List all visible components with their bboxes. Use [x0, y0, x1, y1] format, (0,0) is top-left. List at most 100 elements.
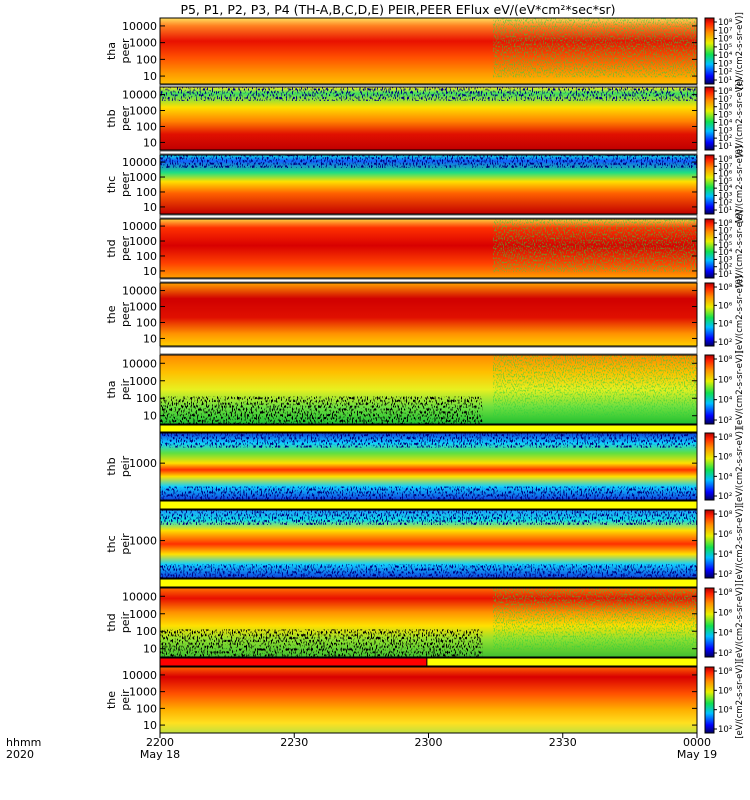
y-tick-label-tha_peer: 10000 [122, 20, 157, 33]
y-tick-label-tha_peer: 100 [136, 53, 157, 66]
panel-label-inst-the_peer: peer [119, 302, 132, 328]
colorbar-tick-label-thb_peir: 10⁸ [718, 433, 733, 443]
y-tick-label-the_peer: 100 [136, 316, 157, 329]
x-tick-date: May 19 [677, 748, 717, 761]
colorbar-tick-label-the_peir: 10⁶ [718, 686, 733, 696]
colorbar-tick-label-thd_peer: 10² [718, 263, 732, 273]
colorbar-tick-label-tha_peir: 10² [718, 416, 732, 426]
panel-label-inst-the_peir: peir [119, 689, 132, 711]
texture-top-thc_peir [160, 510, 697, 525]
y-tick-label-tha_peir: 10 [143, 410, 157, 423]
texture-top-thc_peer [160, 155, 697, 168]
colorbar-scale-thc_peer [704, 154, 715, 215]
frame-thd_peer [159, 218, 698, 279]
y-tick-label-thb_peer: 1000 [129, 105, 157, 118]
colorbar-thd_peir: 10⁸ 10⁶ 10⁴ 10² [eV/(cm2-s-sr-eV)] [704, 584, 745, 662]
y-tick-label-tha_peir: 1000 [129, 375, 157, 388]
colorbar-tick-label-thd_peir: 10⁴ [718, 629, 733, 639]
panel-label-inst-tha_peer: peer [119, 38, 132, 64]
colorbar-tick-label-tha_peer: 10² [718, 68, 732, 78]
colorbar-tick-label-thb_peer: 10⁶ [718, 103, 733, 113]
panel-tha_peir: 10000 1000 100 10 tha peir [105, 354, 698, 425]
colorbar-label-thd_peir: [eV/(cm2-s-sr-eV)] [735, 584, 745, 662]
y-tick-label-tha_peir: 100 [136, 392, 157, 405]
colorbar-tick-label-the_peir: 10⁴ [718, 706, 733, 716]
colorbar-tick-label-tha_peir: 10⁸ [718, 355, 733, 365]
panel-label-inst-thc_peir: peir [119, 533, 132, 555]
colorbar-scale-thb_peer [704, 86, 715, 151]
x-tick-label: 2230 [280, 736, 308, 749]
panel-label-probe-thb_peer: thb [105, 109, 118, 127]
panel-label-inst-thb_peir: peir [119, 455, 132, 477]
colorbar-tick-label-thb_peir: 10⁴ [718, 472, 733, 482]
y-tick-label-thc_peer: 10000 [122, 156, 157, 169]
colorbar-tick-label-tha_peir: 10⁴ [718, 396, 733, 406]
frame-tha_peir [159, 354, 698, 425]
colorbar-tick-label-thd_peir: 10² [718, 649, 732, 659]
colorbar-the_peer: 10⁸ 10⁶ 10⁴ 10² [eV/(cm2-s-sr-eV)] [704, 276, 745, 353]
colorbar-tick-label-tha_peer: 10⁴ [718, 51, 733, 61]
figure-title: P5, P1, P2, P3, P4 (TH-A,B,C,D,E) PEIR,P… [180, 2, 615, 17]
x-tick-label: 2330 [549, 736, 577, 749]
y-tick-label-thd_peir: 10000 [122, 590, 157, 603]
texture-late-tha_peir [492, 355, 697, 418]
y-tick-label-thb_peer: 10 [143, 136, 157, 149]
frame-tha_peer [159, 17, 698, 85]
colorbar-label-tha_peer: [eV/(cm2-s-sr-eV)] [735, 12, 745, 90]
colorbar-tick-label-thb_peer: 10⁵ [718, 111, 732, 121]
texture-bottom-thc_peir [160, 564, 697, 578]
colorbar-tick-label-thc_peir: 10² [718, 570, 732, 580]
quality-bar-the_peer [159, 346, 698, 355]
colorbar-tick-label-tha_peer: 10³ [718, 59, 732, 69]
colorbar-tick-label-thc_peer: 10⁵ [718, 177, 732, 187]
panel-label-inst-thc_peer: peer [119, 172, 132, 198]
texture-low-tha_peir [160, 396, 483, 424]
colorbar-tick-label-thc_peer: 10³ [718, 191, 732, 201]
texture-top-thb_peer [160, 87, 697, 101]
colorbar-tick-label-thb_peer: 10⁷ [718, 95, 733, 105]
panel-tha_peer: 10000 1000 100 10 tha peer [105, 17, 698, 85]
colorbar-tick-label-thd_peer: 10³ [718, 255, 732, 265]
colorbar-tick-label-thc_peir: 10⁶ [718, 530, 733, 540]
colorbar-tick-label-thd_peer: 10⁶ [718, 234, 733, 244]
panel-thc_peer: 10000 1000 100 10 thc peer [105, 154, 698, 215]
colorbar-tick-label-thb_peer: 10² [718, 134, 732, 144]
frame-thd_peir [159, 587, 698, 658]
colorbar-the_peir: 10⁸ 10⁶ 10⁴ 10² [eV/(cm2-s-sr-eV)] [704, 661, 745, 739]
panel-label-probe-thc_peir: thc [105, 535, 118, 552]
frame-thb_peir [159, 432, 698, 501]
quality-bar-thd_peer [159, 278, 698, 283]
frame-thb_peer [159, 86, 698, 151]
quality-bar-thc_peir [159, 578, 698, 588]
x-tick-date: May 18 [140, 748, 180, 761]
y-tick-label-the_peer: 10000 [122, 285, 157, 298]
axis-row-label-hhmm: hhmm [6, 736, 41, 749]
colorbar-tick-label-thb_peer: 10⁴ [718, 118, 733, 128]
colorbar-tick-label-thd_peer: 10⁸ [718, 219, 733, 229]
colorbar-scale-thc_peir [704, 509, 715, 579]
panel-label-probe-thb_peir: thb [105, 457, 118, 475]
panel-thd_peir: 10000 1000 100 10 thd peir [105, 587, 698, 658]
texture-late-tha_peer [492, 18, 697, 78]
y-tick-label-the_peir: 10000 [122, 669, 157, 682]
colorbar-tick-label-the_peer: 10² [718, 338, 732, 348]
y-tick-label-the_peer: 1000 [129, 301, 157, 314]
colorbar-tick-label-thd_peer: 10¹ [718, 270, 732, 280]
colorbar-scale-thd_peer [704, 218, 715, 279]
panel-the_peir: 10000 1000 100 10 the peir [105, 666, 698, 734]
colorbar-tick-label-tha_peer: 10⁷ [718, 26, 733, 36]
colorbar-tick-label-tha_peer: 10⁵ [718, 43, 732, 53]
y-tick-label-thd_peir: 1000 [129, 608, 157, 621]
colorbar-thc_peir: 10⁸ 10⁶ 10⁴ 10² [eV/(cm2-s-sr-eV)] [704, 505, 745, 583]
y-tick-label-thc_peer: 10 [143, 201, 157, 214]
frame-thc_peir [159, 509, 698, 579]
panel-label-probe-tha_peir: tha [105, 380, 118, 398]
colorbar-tick-label-the_peir: 10² [718, 725, 732, 735]
y-tick-label-thd_peer: 100 [136, 250, 157, 263]
colorbar-tick-label-the_peer: 10⁶ [718, 301, 733, 311]
y-tick-label-the_peir: 100 [136, 702, 157, 715]
